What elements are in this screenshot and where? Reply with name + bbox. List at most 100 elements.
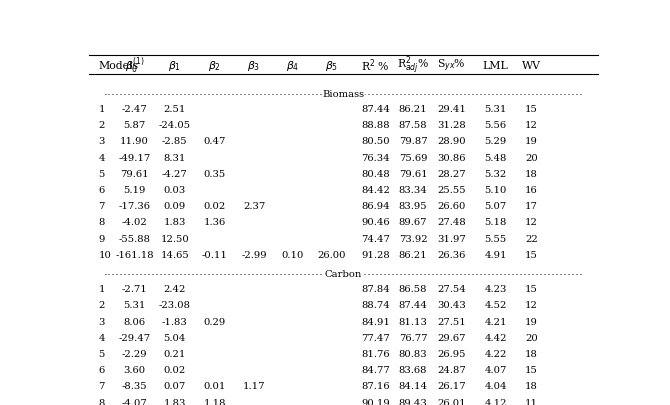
Text: 0.02: 0.02	[163, 366, 186, 375]
Text: 91.28: 91.28	[361, 251, 390, 260]
Text: 4.42: 4.42	[484, 334, 507, 343]
Text: 80.83: 80.83	[399, 350, 427, 359]
Text: 27.48: 27.48	[437, 218, 466, 228]
Text: 18: 18	[525, 350, 538, 359]
Text: 0.09: 0.09	[163, 202, 186, 211]
Text: 5.48: 5.48	[484, 153, 507, 162]
Text: 86.21: 86.21	[399, 251, 427, 260]
Text: 1.17: 1.17	[243, 382, 265, 392]
Text: 5.31: 5.31	[123, 301, 146, 310]
Text: 29.41: 29.41	[437, 105, 466, 114]
Text: 87.16: 87.16	[361, 382, 390, 392]
Text: 89.43: 89.43	[399, 399, 427, 405]
Text: -29.47: -29.47	[119, 334, 151, 343]
Text: LML: LML	[482, 61, 509, 71]
Text: 4.22: 4.22	[484, 350, 507, 359]
Text: -2.29: -2.29	[122, 350, 147, 359]
Text: 8: 8	[98, 399, 105, 405]
Text: 22: 22	[525, 234, 538, 244]
Text: -49.17: -49.17	[119, 153, 151, 162]
Text: --------------------------------------------------------------------------------: ----------------------------------------…	[103, 92, 584, 98]
Text: 4.23: 4.23	[484, 285, 507, 294]
Text: 11.90: 11.90	[120, 137, 149, 146]
Text: 5.07: 5.07	[484, 202, 507, 211]
Text: 0.21: 0.21	[163, 350, 186, 359]
Text: 18: 18	[525, 170, 538, 179]
Text: 1.83: 1.83	[163, 218, 186, 228]
Text: 3.60: 3.60	[123, 366, 145, 375]
Text: 86.58: 86.58	[399, 285, 427, 294]
Text: S$_{yx}$%: S$_{yx}$%	[437, 58, 466, 74]
Text: 83.34: 83.34	[399, 186, 427, 195]
Text: 80.50: 80.50	[361, 137, 390, 146]
Text: 80.48: 80.48	[361, 170, 390, 179]
Text: 26.01: 26.01	[437, 399, 466, 405]
Text: R$^2_{adj}$%: R$^2_{adj}$%	[397, 55, 429, 77]
Text: 15: 15	[525, 251, 538, 260]
Text: 26.36: 26.36	[438, 251, 466, 260]
Text: 26.17: 26.17	[437, 382, 466, 392]
Text: -17.36: -17.36	[119, 202, 151, 211]
Text: 26.95: 26.95	[437, 350, 466, 359]
Text: 8.31: 8.31	[163, 153, 186, 162]
Text: 31.97: 31.97	[437, 234, 466, 244]
Text: 76.77: 76.77	[399, 334, 427, 343]
Text: 79.61: 79.61	[399, 170, 427, 179]
Text: 10: 10	[98, 251, 111, 260]
Text: 2.37: 2.37	[243, 202, 265, 211]
Text: 1.83: 1.83	[163, 399, 186, 405]
Text: 20: 20	[525, 334, 538, 343]
Text: 7: 7	[98, 382, 105, 392]
Text: 0.10: 0.10	[282, 251, 304, 260]
Text: $\beta_3$: $\beta_3$	[247, 59, 261, 73]
Text: -4.07: -4.07	[122, 399, 147, 405]
Text: 8.06: 8.06	[123, 318, 145, 326]
Text: 90.46: 90.46	[361, 218, 390, 228]
Text: 0.29: 0.29	[204, 318, 226, 326]
Text: 2: 2	[98, 121, 105, 130]
Text: 15: 15	[525, 366, 538, 375]
Text: Carbon: Carbon	[325, 270, 362, 279]
Text: $\beta_4$: $\beta_4$	[286, 59, 299, 73]
Text: 87.58: 87.58	[399, 121, 427, 130]
Text: 18: 18	[525, 382, 538, 392]
Text: 74.47: 74.47	[361, 234, 390, 244]
Text: 20: 20	[525, 153, 538, 162]
Text: 2.51: 2.51	[163, 105, 186, 114]
Text: 0.07: 0.07	[163, 382, 186, 392]
Text: 28.27: 28.27	[437, 170, 466, 179]
Text: WV: WV	[522, 61, 541, 71]
Text: $\beta_5$: $\beta_5$	[326, 59, 338, 73]
Text: 12.50: 12.50	[160, 234, 189, 244]
Text: 81.76: 81.76	[361, 350, 390, 359]
Text: $\beta_2$: $\beta_2$	[208, 59, 221, 73]
Text: 26.00: 26.00	[318, 251, 346, 260]
Text: 5.04: 5.04	[163, 334, 186, 343]
Text: 12: 12	[525, 218, 538, 228]
Text: -161.18: -161.18	[115, 251, 154, 260]
Text: 4.04: 4.04	[484, 382, 507, 392]
Text: 5.55: 5.55	[484, 234, 507, 244]
Text: 1: 1	[98, 285, 105, 294]
Text: 5.10: 5.10	[484, 186, 507, 195]
Text: 88.74: 88.74	[361, 301, 390, 310]
Text: -2.47: -2.47	[122, 105, 147, 114]
Text: 87.84: 87.84	[361, 285, 390, 294]
Text: 27.51: 27.51	[437, 318, 466, 326]
Text: 5: 5	[98, 170, 105, 179]
Text: 1.18: 1.18	[204, 399, 226, 405]
Text: -2.71: -2.71	[122, 285, 147, 294]
Text: 16: 16	[525, 186, 538, 195]
Text: R$^2$ %: R$^2$ %	[361, 58, 390, 74]
Text: 81.13: 81.13	[399, 318, 427, 326]
Text: 4.91: 4.91	[484, 251, 507, 260]
Text: 89.67: 89.67	[399, 218, 427, 228]
Text: 12: 12	[525, 301, 538, 310]
Text: 0.47: 0.47	[204, 137, 226, 146]
Text: 0.03: 0.03	[163, 186, 186, 195]
Text: -23.08: -23.08	[159, 301, 191, 310]
Text: 8: 8	[98, 218, 105, 228]
Text: 77.47: 77.47	[361, 334, 390, 343]
Text: 79.61: 79.61	[121, 170, 149, 179]
Text: 0.35: 0.35	[204, 170, 226, 179]
